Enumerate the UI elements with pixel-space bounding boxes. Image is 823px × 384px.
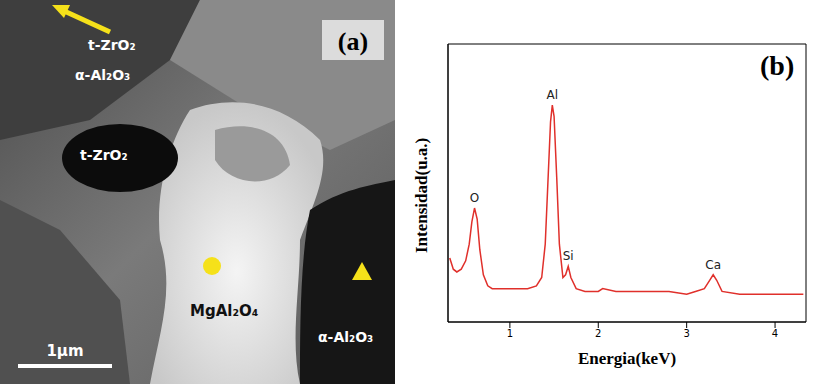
svg-text:Al: Al <box>547 88 559 102</box>
svg-text:3: 3 <box>683 328 689 339</box>
svg-text:α-Al₂O₃: α-Al₂O₃ <box>318 329 373 345</box>
svg-text:Intensidad(u.a.): Intensidad(u.a.) <box>412 138 431 253</box>
svg-text:Ca: Ca <box>705 258 721 272</box>
svg-text:1: 1 <box>507 328 513 339</box>
svg-text:1μm: 1μm <box>46 342 83 360</box>
svg-text:2: 2 <box>595 328 601 339</box>
html-text:(b): (b) <box>760 50 795 81</box>
svg-text:Energia(keV): Energia(keV) <box>578 349 676 368</box>
svg-text:α-Al₂O₃: α-Al₂O₃ <box>75 67 130 83</box>
svg-text:4: 4 <box>772 328 778 339</box>
svg-text:Si: Si <box>563 249 574 263</box>
svg-text:(a): (a) <box>338 27 368 56</box>
svg-text:t-ZrO₂: t-ZrO₂ <box>80 147 128 163</box>
svg-text:t-ZrO₂: t-ZrO₂ <box>88 37 136 53</box>
svg-text:O: O <box>470 191 479 205</box>
svg-text:MgAl₂O₄: MgAl₂O₄ <box>190 302 258 320</box>
